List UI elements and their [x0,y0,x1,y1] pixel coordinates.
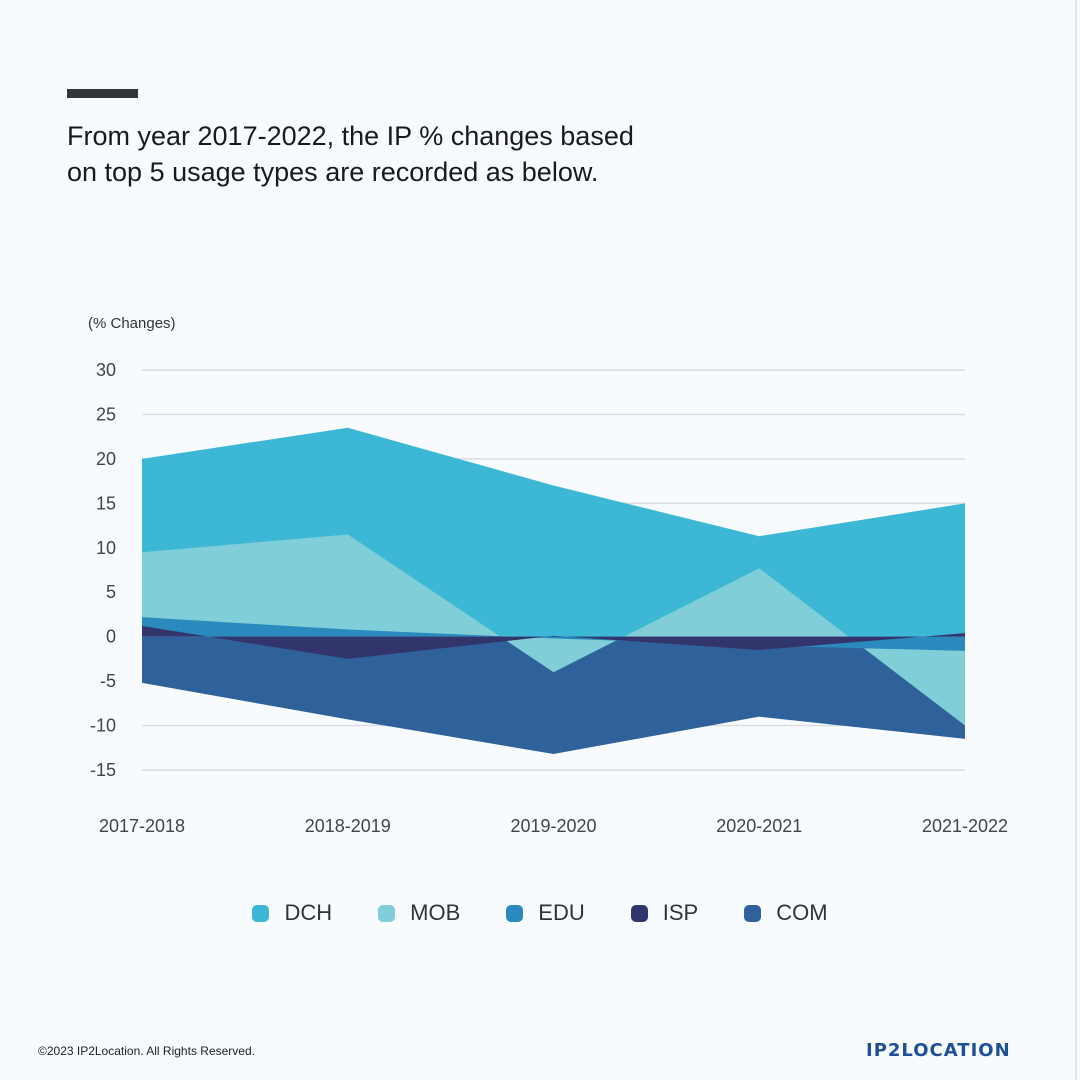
y-tick-label: -10 [90,716,116,736]
y-tick-label: 0 [106,627,116,647]
x-tick-label: 2021-2022 [922,816,1008,836]
legend-item-mob: MOB [378,900,460,926]
y-tick-label: 5 [106,582,116,602]
legend-label: MOB [410,900,461,925]
x-tick-label: 2017-2018 [99,816,185,836]
legend-swatch [744,904,762,922]
y-tick-label: 15 [96,493,116,513]
legend-swatch [630,904,648,922]
legend-swatch [506,904,524,922]
legend-label: DCH [284,900,333,925]
area-mob [142,534,965,726]
accent-bar [67,89,138,98]
headline: From year 2017-2022, the IP % changes ba… [67,121,634,187]
x-tick-label: 2018-2019 [305,816,391,836]
y-tick-label: 25 [96,404,116,424]
legend-swatch [252,904,270,922]
area-isp [142,626,965,659]
legend-item-com: COM [744,900,828,926]
x-tick-label: 2019-2020 [510,816,596,836]
legend-label: COM [776,900,828,925]
y-tick-label: 30 [96,360,116,380]
copyright: ©2023 IP2Location. All Rights Reserved. [38,1044,255,1058]
y-tick-label: 20 [96,449,116,469]
ip2location-logo: IP2LOCATION [866,1040,1011,1061]
area-com [142,636,965,754]
y-tick-label: 10 [96,538,116,558]
legend-item-isp: ISP [630,900,699,926]
y-tick-label: -15 [90,760,116,780]
legend: DCH MOB EDU ISP COM [0,900,1080,926]
area-chart: 30 25 20 15 10 5 0 -5 -10 -15 2017-2018 2018-2019 20… [90,360,1008,836]
legend-swatch [378,904,396,922]
x-tick-label: 2020-2021 [716,816,802,836]
y-axis-label: (% Changes) [88,315,176,332]
y-tick-label: -5 [100,671,116,691]
legend-item-edu: EDU [506,900,585,926]
frame-edge [1075,0,1077,1080]
legend-label: ISP [662,900,699,925]
legend-item-dch: DCH [252,900,332,926]
legend-label: EDU [538,900,585,925]
